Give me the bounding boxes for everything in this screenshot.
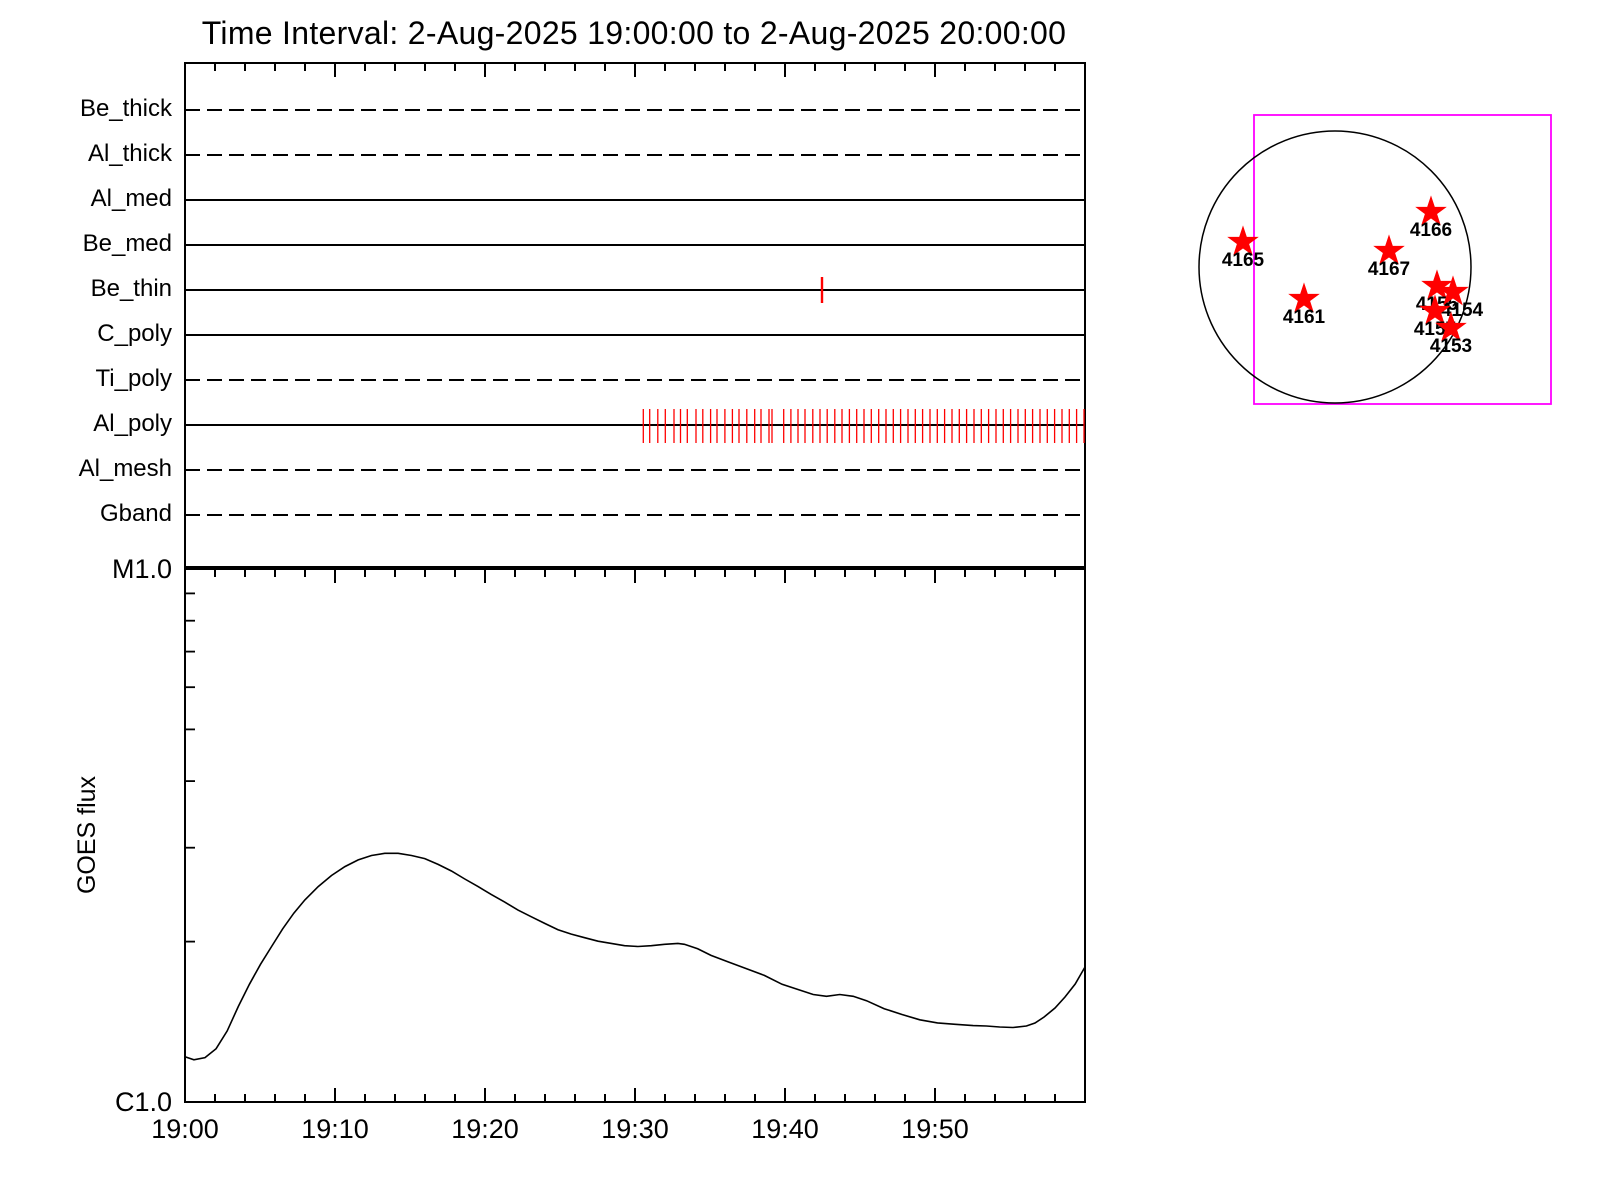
svg-text:4154: 4154 xyxy=(1441,300,1484,321)
svg-text:C_poly: C_poly xyxy=(97,320,172,347)
svg-text:Al_poly: Al_poly xyxy=(93,410,172,437)
svg-text:4153: 4153 xyxy=(1430,336,1472,357)
svg-text:19:20: 19:20 xyxy=(451,1114,519,1144)
svg-text:Ti_poly: Ti_poly xyxy=(96,365,172,392)
svg-text:Be_thick: Be_thick xyxy=(80,95,173,122)
svg-text:Be_med: Be_med xyxy=(83,230,172,257)
svg-text:4167: 4167 xyxy=(1368,259,1410,280)
svg-text:19:10: 19:10 xyxy=(301,1114,369,1144)
svg-text:4166: 4166 xyxy=(1410,220,1452,241)
svg-text:GOES flux: GOES flux xyxy=(73,775,101,894)
svg-text:Gband: Gband xyxy=(100,500,172,527)
svg-text:19:40: 19:40 xyxy=(751,1114,819,1144)
svg-text:4161: 4161 xyxy=(1283,307,1326,328)
svg-text:Al_mesh: Al_mesh xyxy=(79,455,172,482)
svg-text:Al_thick: Al_thick xyxy=(88,140,173,167)
svg-text:Al_med: Al_med xyxy=(91,185,172,212)
svg-text:19:00: 19:00 xyxy=(151,1114,219,1144)
svg-text:C1.0: C1.0 xyxy=(115,1087,172,1117)
svg-text:M1.0: M1.0 xyxy=(112,554,172,584)
svg-text:19:50: 19:50 xyxy=(901,1114,969,1144)
svg-text:Be_thin: Be_thin xyxy=(91,275,172,302)
svg-text:Time Interval: 2-Aug-2025 19:: Time Interval: 2-Aug-2025 19:00:00 to 2-… xyxy=(202,15,1066,51)
svg-text:19:30: 19:30 xyxy=(601,1114,669,1144)
svg-text:4165: 4165 xyxy=(1222,250,1265,271)
